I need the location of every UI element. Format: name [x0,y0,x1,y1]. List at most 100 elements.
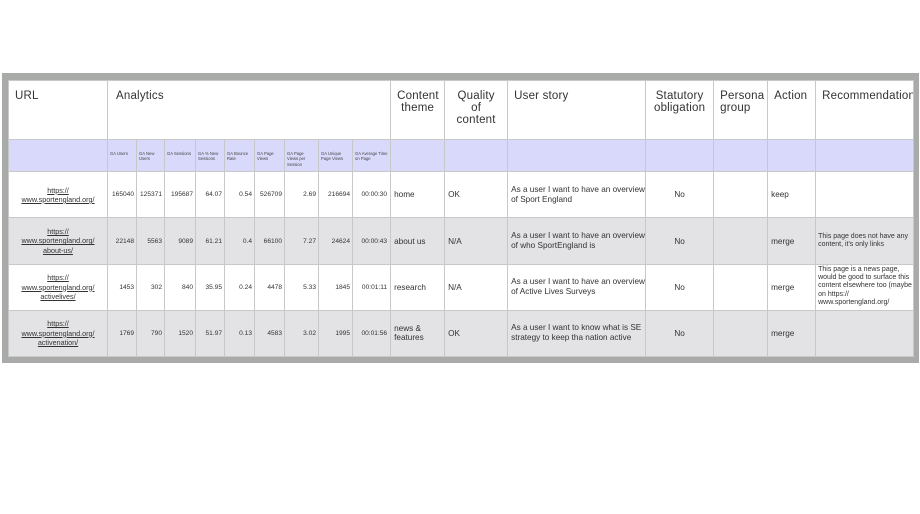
content-audit-table: URL Analytics Content theme Quality of c… [8,79,915,358]
metric-value: 0.54 [224,171,255,219]
header-analytics: Analytics [106,79,392,141]
quality-cell: N/A [444,217,509,265]
metric-value: 51.97 [195,309,225,358]
header-recommendation: Recommendation [815,79,915,141]
subheader-blank-cell [645,139,715,173]
metric-value: 1520 [164,309,196,358]
metric-value: 35.95 [195,263,225,311]
table-row: https:// www.sportengland.org/ about-us/… [8,217,915,265]
url-link-line[interactable]: about-us/ [43,245,73,255]
header-url: URL [8,79,108,141]
metric-value: 125371 [136,171,165,219]
persona-cell [713,171,769,219]
metric-header: GA Bounce Rate [224,139,255,173]
metric-value: 22148 [107,217,137,265]
content-theme-cell: research [390,263,446,311]
metric-value: 5563 [136,217,165,265]
recommendation-cell [815,309,915,358]
metric-value: 0.4 [224,217,255,265]
table-row: https:// www.sportengland.org/ activeliv… [8,263,915,311]
metric-value: 66100 [254,217,285,265]
action-cell: merge [767,309,817,358]
header-user-story: User story [507,79,647,141]
metric-value: 4583 [254,309,285,358]
metric-value: 24624 [318,217,353,265]
action-cell: merge [767,263,817,311]
url-link-line[interactable]: www.sportengland.org/ [21,236,95,246]
metric-value: 1769 [107,309,137,358]
url-link-line[interactable]: www.sportengland.org/ [21,194,95,204]
user-story-cell: As a user I want to have an overview of … [507,171,647,219]
recommendation-cell [815,171,915,219]
persona-cell [713,263,769,311]
metric-header: GA Page Views [254,139,285,173]
url-link-line[interactable]: https:// [47,319,69,329]
url-link-line[interactable]: https:// [47,185,69,195]
metric-value: 0.13 [224,309,255,358]
metric-value: 4478 [254,263,285,311]
url-link-line[interactable]: activelives/ [40,291,76,301]
user-story-cell: As a user I want to know what is SE stra… [507,309,647,358]
subheader-blank-cell [815,139,915,173]
statutory-cell: No [645,263,715,311]
url-cell[interactable]: https:// www.sportengland.org/ [8,171,108,219]
quality-cell: OK [444,309,509,358]
metric-value: 0.24 [224,263,255,311]
metric-value: 1453 [107,263,137,311]
subheader-blank-cell [767,139,817,173]
url-link-line[interactable]: https:// [47,227,69,236]
statutory-cell: No [645,217,715,265]
header-row: URL Analytics Content theme Quality of c… [8,79,915,141]
metric-value: 00:01:11 [351,263,392,311]
url-cell[interactable]: https:// www.sportengland.org/ activeliv… [8,263,108,311]
url-link-line[interactable]: www.sportengland.org/ [21,328,95,338]
url-link-line[interactable]: activenation/ [37,338,79,348]
subheader-blank-cell [444,139,509,173]
url-cell[interactable]: https:// www.sportengland.org/ about-us/ [8,217,108,265]
url-cell[interactable]: https:// www.sportengland.org/ activenat… [8,309,108,358]
content-theme-cell: about us [390,217,446,265]
metric-header: GA Page Views per Session [284,139,319,173]
action-cell: keep [767,171,817,219]
url-link-line[interactable]: https:// [47,273,69,283]
header-statutory: Statutory obligation [645,79,715,141]
statutory-cell: No [645,171,715,219]
metric-value: 2.69 [284,171,319,219]
metric-value: 302 [136,263,165,311]
metric-value: 790 [136,309,165,358]
user-story-cell: As a user I want to have an overview of … [507,217,647,265]
quality-cell: N/A [444,263,509,311]
metric-value: 216694 [318,171,353,219]
content-theme-cell: news & features [390,309,446,358]
recommendation-cell: This page is a news page, would be good … [815,263,915,311]
metric-header: GA Users [107,139,137,173]
metric-header: GA Average Time on Page [351,139,392,173]
header-quality: Quality of content [444,79,509,141]
metric-header: GA % New Sessions [195,139,225,173]
metric-value: 1845 [318,263,353,311]
content-theme-cell: home [390,171,446,219]
quality-cell: OK [444,171,509,219]
recommendation-cell: This page does not have any content, it'… [815,217,915,265]
user-story-cell: As a user I want to have an overview of … [507,263,647,311]
metric-header: GA Unique Page Views [318,139,353,173]
content-audit-spreadsheet: URL Analytics Content theme Quality of c… [2,73,919,363]
header-persona: Persona group [713,79,769,141]
subheader-blank-cell [390,139,446,173]
metric-value: 165040 [107,171,137,219]
metric-value: 9089 [164,217,196,265]
metric-value: 195687 [164,171,196,219]
metric-header: GA Sessions [164,139,196,173]
subheader-blank-cell [8,139,108,173]
metric-value: 840 [164,263,196,311]
metric-value: 00:00:43 [351,217,392,265]
persona-cell [713,309,769,358]
metric-value: 7.27 [284,217,319,265]
subheader-blank-cell [713,139,769,173]
table-row: https:// www.sportengland.org/ 165040 12… [8,171,915,219]
metric-value: 61.21 [195,217,225,265]
header-content-theme: Content theme [390,79,446,141]
action-cell: merge [767,217,817,265]
url-link-line[interactable]: www.sportengland.org/ [21,282,95,292]
metric-value: 64.07 [195,171,225,219]
